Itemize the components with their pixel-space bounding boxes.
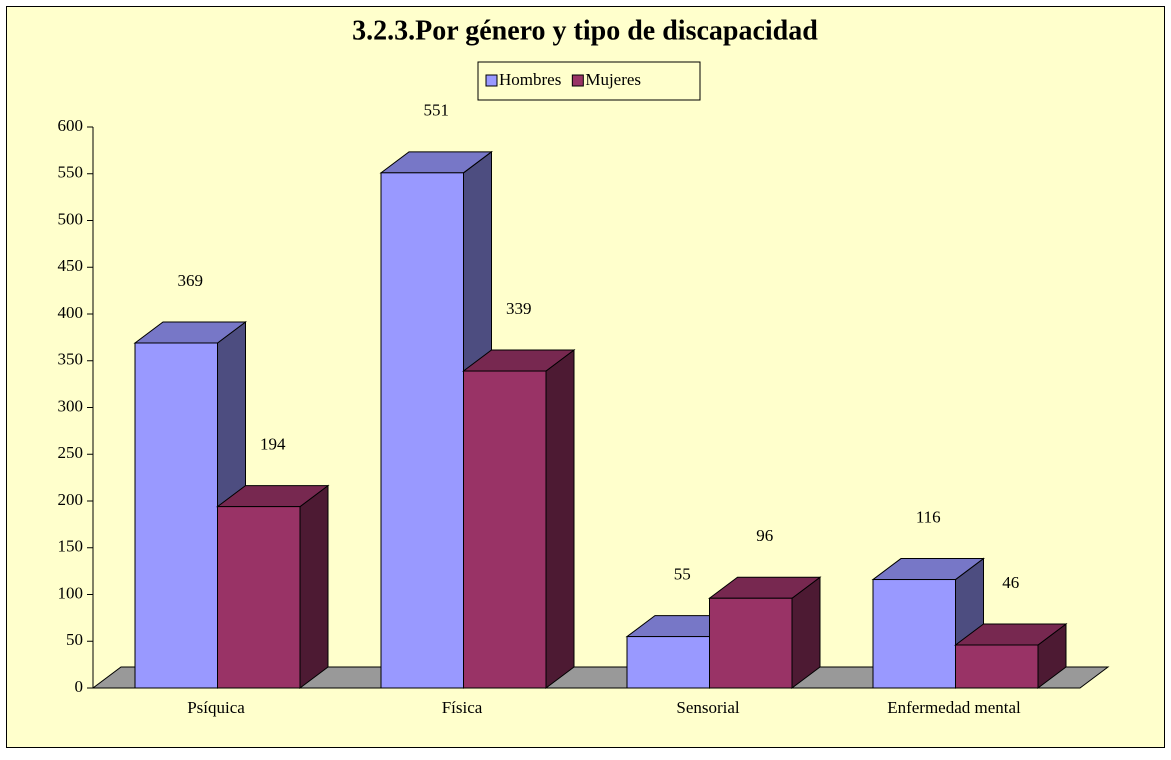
- y-tick-label: 550: [58, 163, 84, 182]
- legend-box: [477, 61, 701, 101]
- y-tick-label: 0: [75, 677, 84, 696]
- legend-swatch: [485, 74, 498, 87]
- chart-title: 3.2.3.Por género y tipo de discapacidad: [352, 15, 818, 46]
- bar-side: [545, 349, 575, 689]
- x-tick-label: Psíquica: [187, 698, 245, 717]
- data-label: 551: [424, 101, 450, 120]
- y-tick-label: 250: [58, 443, 84, 462]
- x-tick-label: Física: [442, 698, 483, 717]
- y-tick-label: 600: [58, 116, 84, 135]
- data-label: 194: [260, 435, 286, 454]
- x-tick-label: Enfermedad mental: [887, 698, 1021, 717]
- y-tick-label: 150: [58, 537, 84, 556]
- data-label: 339: [506, 299, 532, 318]
- y-tick-label: 200: [58, 490, 84, 509]
- legend-label: Hombres: [499, 70, 561, 89]
- bar: [463, 370, 547, 689]
- y-tick-label: 350: [58, 350, 84, 369]
- y-tick-label: 400: [58, 303, 84, 322]
- y-tick-label: 50: [66, 630, 83, 649]
- bar-side: [299, 484, 329, 689]
- y-tick-label: 100: [58, 583, 84, 602]
- bar: [709, 597, 793, 689]
- bar: [217, 506, 301, 689]
- bar: [134, 342, 218, 689]
- bar: [872, 579, 956, 689]
- bar: [626, 636, 710, 689]
- legend-label: Mujeres: [585, 70, 641, 89]
- legend-swatch: [571, 74, 584, 87]
- x-tick-label: Sensorial: [676, 698, 740, 717]
- data-label: 46: [1002, 573, 1019, 592]
- data-label: 55: [674, 564, 691, 583]
- data-label: 369: [178, 271, 204, 290]
- data-label: 116: [916, 507, 941, 526]
- y-tick-label: 500: [58, 209, 84, 228]
- data-label: 96: [756, 526, 773, 545]
- bar: [955, 644, 1039, 689]
- bar: [380, 172, 464, 689]
- y-tick-label: 450: [58, 256, 84, 275]
- y-tick-label: 300: [58, 396, 84, 415]
